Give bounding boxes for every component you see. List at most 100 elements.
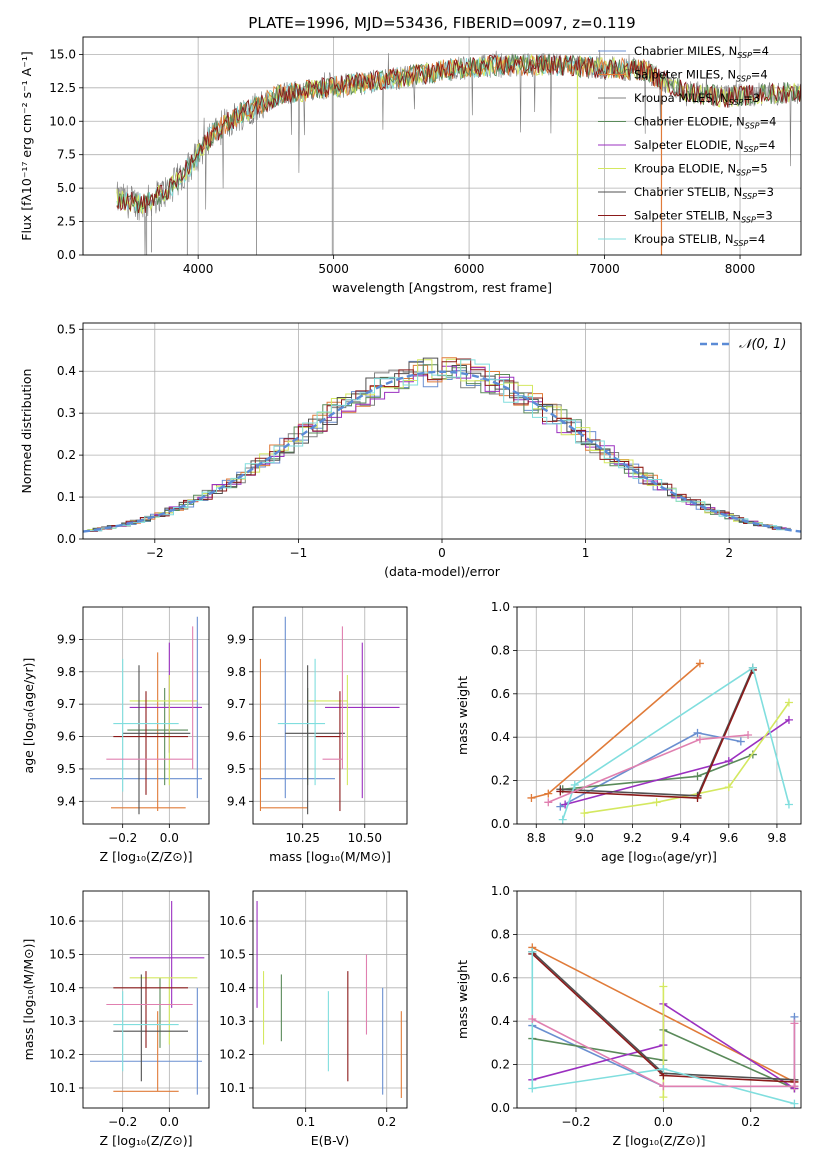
legend-entry: Chabrier STELIB, NSSP=3 <box>634 185 774 201</box>
y-tick-label: 9.7 <box>227 697 246 711</box>
data-point-marker <box>790 1019 799 1028</box>
data-point-marker <box>744 731 753 740</box>
data-point-marker <box>784 715 793 724</box>
data-point-marker <box>693 793 702 802</box>
data-point-marker <box>652 798 661 807</box>
data-point-marker <box>659 1093 668 1102</box>
x-tick-label: −1 <box>290 546 308 560</box>
y-tick-label: 10.2 <box>49 1048 76 1062</box>
histogram-chabrier_stelib <box>83 357 783 532</box>
mass_weight_vs_Z-chart: −0.2 0.0 0.2 0.0 0.2 0.4 0.6 0.8 1.0 Z [log₁₀(Z/Z… <box>455 884 802 1148</box>
y-tick-label: 0.8 <box>491 927 510 941</box>
axes-frame <box>82 890 210 1109</box>
y-axis-label: mass [log₁₀(M/M⊙)] <box>21 939 36 1061</box>
axes-frame <box>252 890 408 1109</box>
y-tick-label: 0.0 <box>491 1101 510 1115</box>
data-point-marker <box>556 787 565 796</box>
y-tick-label: 9.9 <box>57 632 76 646</box>
data-point-marker <box>659 1082 668 1091</box>
x-tick-label: −2 <box>146 546 164 560</box>
data-point-marker <box>527 793 536 802</box>
y-tick-label: 0.2 <box>491 774 510 788</box>
data-point-marker <box>570 780 579 789</box>
histogram-kroupa_stelib <box>87 359 791 532</box>
x-axis-label: wavelength [Angstrom, rest frame] <box>332 280 552 295</box>
x-tick-label: 9.6 <box>719 831 738 845</box>
chart-title: PLATE=1996, MJD=53436, FIBERID=0097, z=0… <box>248 14 635 32</box>
y-tick-label: 0.5 <box>57 322 76 336</box>
y-tick-label: 7.5 <box>57 148 76 162</box>
y-tick-label: 10.3 <box>219 1014 246 1028</box>
y-tick-label: 10.6 <box>49 914 76 928</box>
x-tick-label: 9.2 <box>623 831 642 845</box>
mass_weight_vs_age-chart: 8.8 9.0 9.2 9.4 9.6 9.8 0.0 0.2 0.4 0.6 0.8 1.0 age … <box>455 600 802 864</box>
y-tick-label: 0.3 <box>57 406 76 420</box>
x-tick-label: 0.1 <box>296 1115 315 1129</box>
x-tick-label: 6000 <box>454 262 485 276</box>
y-tick-label: 9.8 <box>57 665 76 679</box>
data-point-marker <box>748 663 757 672</box>
data-point-marker <box>580 809 589 818</box>
legend-entry: 𝒩(0, 1) <box>739 337 786 352</box>
age_vs_Z-plot-area <box>90 616 202 815</box>
legend-entry: Salpeter STELIB, NSSP=3 <box>634 209 773 225</box>
y-tick-label: 10.5 <box>219 947 246 961</box>
legend-entry: Kroupa ELODIE, NSSP=5 <box>634 162 768 178</box>
y-tick-label: 9.4 <box>227 794 246 808</box>
x-axis-label: Z [log₁₀(Z/Z⊙)] <box>100 849 193 864</box>
residuals-plot-area <box>83 357 801 533</box>
y-tick-label: 10.2 <box>219 1048 246 1062</box>
axes-frame <box>516 890 802 1109</box>
y-tick-label: 10.4 <box>219 981 246 995</box>
y-tick-label: 5.0 <box>57 181 76 195</box>
x-tick-label: 0.0 <box>160 831 179 845</box>
age_vs_mass-plot-area <box>259 616 400 815</box>
data-point-marker <box>528 1015 537 1024</box>
y-tick-label: 10.1 <box>219 1081 246 1095</box>
x-tick-label: −0.2 <box>108 831 137 845</box>
y-tick-label: 0.0 <box>57 532 76 546</box>
data-point-marker <box>724 783 733 792</box>
y-tick-label: 0.1 <box>57 490 76 504</box>
mass_weight_vs_age-plot-area <box>527 659 793 824</box>
mass_vs_ebv-axes: 0.1 0.2 10.1 10.2 10.3 10.4 10.5 10.6 E(B-V) <box>219 890 408 1148</box>
y-tick-label: 10.3 <box>49 1014 76 1028</box>
x-tick-label: −0.2 <box>561 1115 590 1129</box>
x-tick-label: −0.2 <box>108 1115 137 1129</box>
data-point-marker <box>736 737 745 746</box>
y-tick-label: 0.0 <box>57 248 76 262</box>
y-axis-label: Flux [fλ10⁻¹⁷ erg cm⁻² s⁻¹ A⁻¹] <box>19 51 34 240</box>
y-tick-label: 9.5 <box>57 762 76 776</box>
y-tick-label: 1.0 <box>491 600 510 614</box>
data-point-marker <box>724 757 733 766</box>
x-axis-label: (data-model)/error <box>384 564 501 579</box>
x-axis-label: Z [log₁₀(Z/Z⊙)] <box>100 1133 193 1148</box>
y-tick-label: 9.6 <box>57 730 76 744</box>
axes-frame <box>82 606 210 825</box>
legend-entry: Kroupa MILES, NSSP=3 <box>634 91 760 107</box>
y-tick-label: 9.6 <box>227 730 246 744</box>
x-axis-label: mass [log₁₀(M/M⊙)] <box>269 849 391 864</box>
x-tick-label: 1 <box>582 546 590 560</box>
histogram-salpeter_elodie <box>83 365 787 532</box>
spectrum-plot-area <box>116 49 801 255</box>
data-point-marker <box>695 659 704 668</box>
x-axis-label: Z [log₁₀(Z/Z⊙)] <box>613 1133 706 1148</box>
x-tick-label: 10.25 <box>285 831 319 845</box>
x-tick-label: 9.4 <box>671 831 690 845</box>
mass_weight_vs_Z-grid <box>517 890 801 1109</box>
y-tick-label: 0.6 <box>491 687 510 701</box>
x-tick-label: 0.0 <box>160 1115 179 1129</box>
y-tick-label: 0.2 <box>57 448 76 462</box>
spectrum-axes: 4000 5000 6000 7000 8000 0.0 2.5 5.0 7.5 10.0 12.5… <box>19 36 802 295</box>
data-point-marker <box>695 735 704 744</box>
residuals-axes: −2 −1 0 1 2 0.0 0.1 0.2 0.3 0.4 0.5 (data-model)/er… <box>19 322 802 579</box>
y-tick-label: 2.5 <box>57 215 76 229</box>
series-line-kroupa_stelib <box>561 666 790 820</box>
mass_weight_vs_age-axes: 8.8 9.0 9.2 9.4 9.6 9.8 0.0 0.2 0.4 0.6 0.8 1.0 age … <box>455 600 802 864</box>
y-tick-label: 9.9 <box>227 632 246 646</box>
mass_vs_ebv-chart: 0.1 0.2 10.1 10.2 10.3 10.4 10.5 10.6 E(B-V) <box>219 890 408 1148</box>
series-line-kroupa_elodie <box>584 702 790 814</box>
mass_vs_Z-plot-area <box>90 901 205 1095</box>
